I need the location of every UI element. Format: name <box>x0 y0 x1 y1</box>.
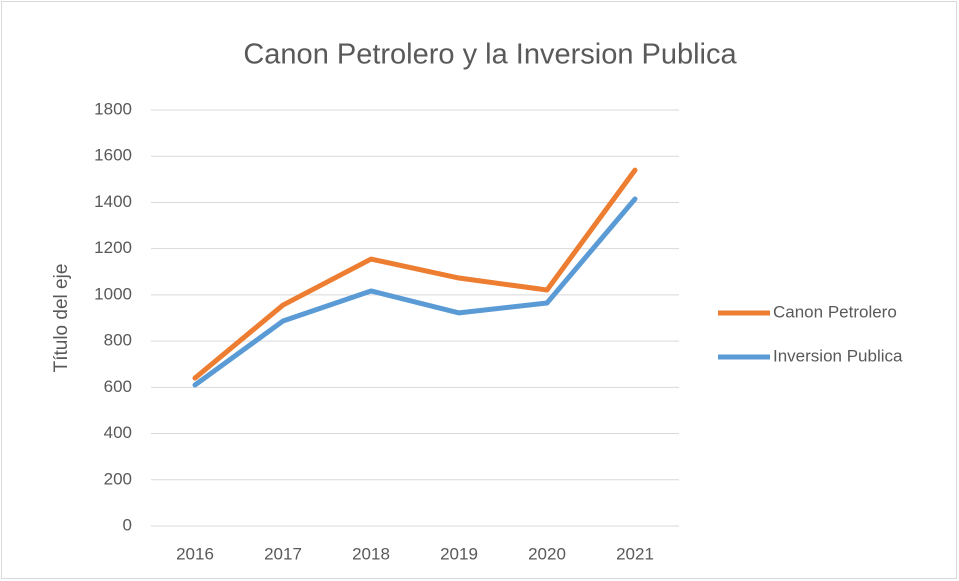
y-tick-label: 1200 <box>94 238 132 257</box>
series-line <box>192 196 638 388</box>
y-tick-label: 1400 <box>94 192 132 211</box>
y-tick-label: 1800 <box>94 99 132 118</box>
legend-label: Canon Petrolero <box>773 302 897 321</box>
x-tick-label: 2019 <box>440 544 478 563</box>
x-tick-label: 2017 <box>264 544 302 563</box>
y-tick-label: 200 <box>104 469 132 488</box>
legend-label: Inversion Publica <box>773 346 903 365</box>
y-tick-label: 400 <box>104 423 132 442</box>
chart-title: Canon Petrolero y la Inversion Publica <box>243 39 737 71</box>
x-tick-label: 2018 <box>352 544 390 563</box>
y-tick-label: 1000 <box>94 284 132 303</box>
y-tick-label: 800 <box>104 331 132 350</box>
series-line <box>192 167 638 381</box>
y-axis-label: Título del eje <box>51 264 72 373</box>
y-tick-label: 1600 <box>94 146 132 165</box>
x-tick-label: 2016 <box>176 544 214 563</box>
x-tick-label: 2021 <box>616 544 654 563</box>
y-tick-label: 0 <box>123 515 132 534</box>
y-tick-label: 600 <box>104 377 132 396</box>
x-tick-label: 2020 <box>528 544 566 563</box>
